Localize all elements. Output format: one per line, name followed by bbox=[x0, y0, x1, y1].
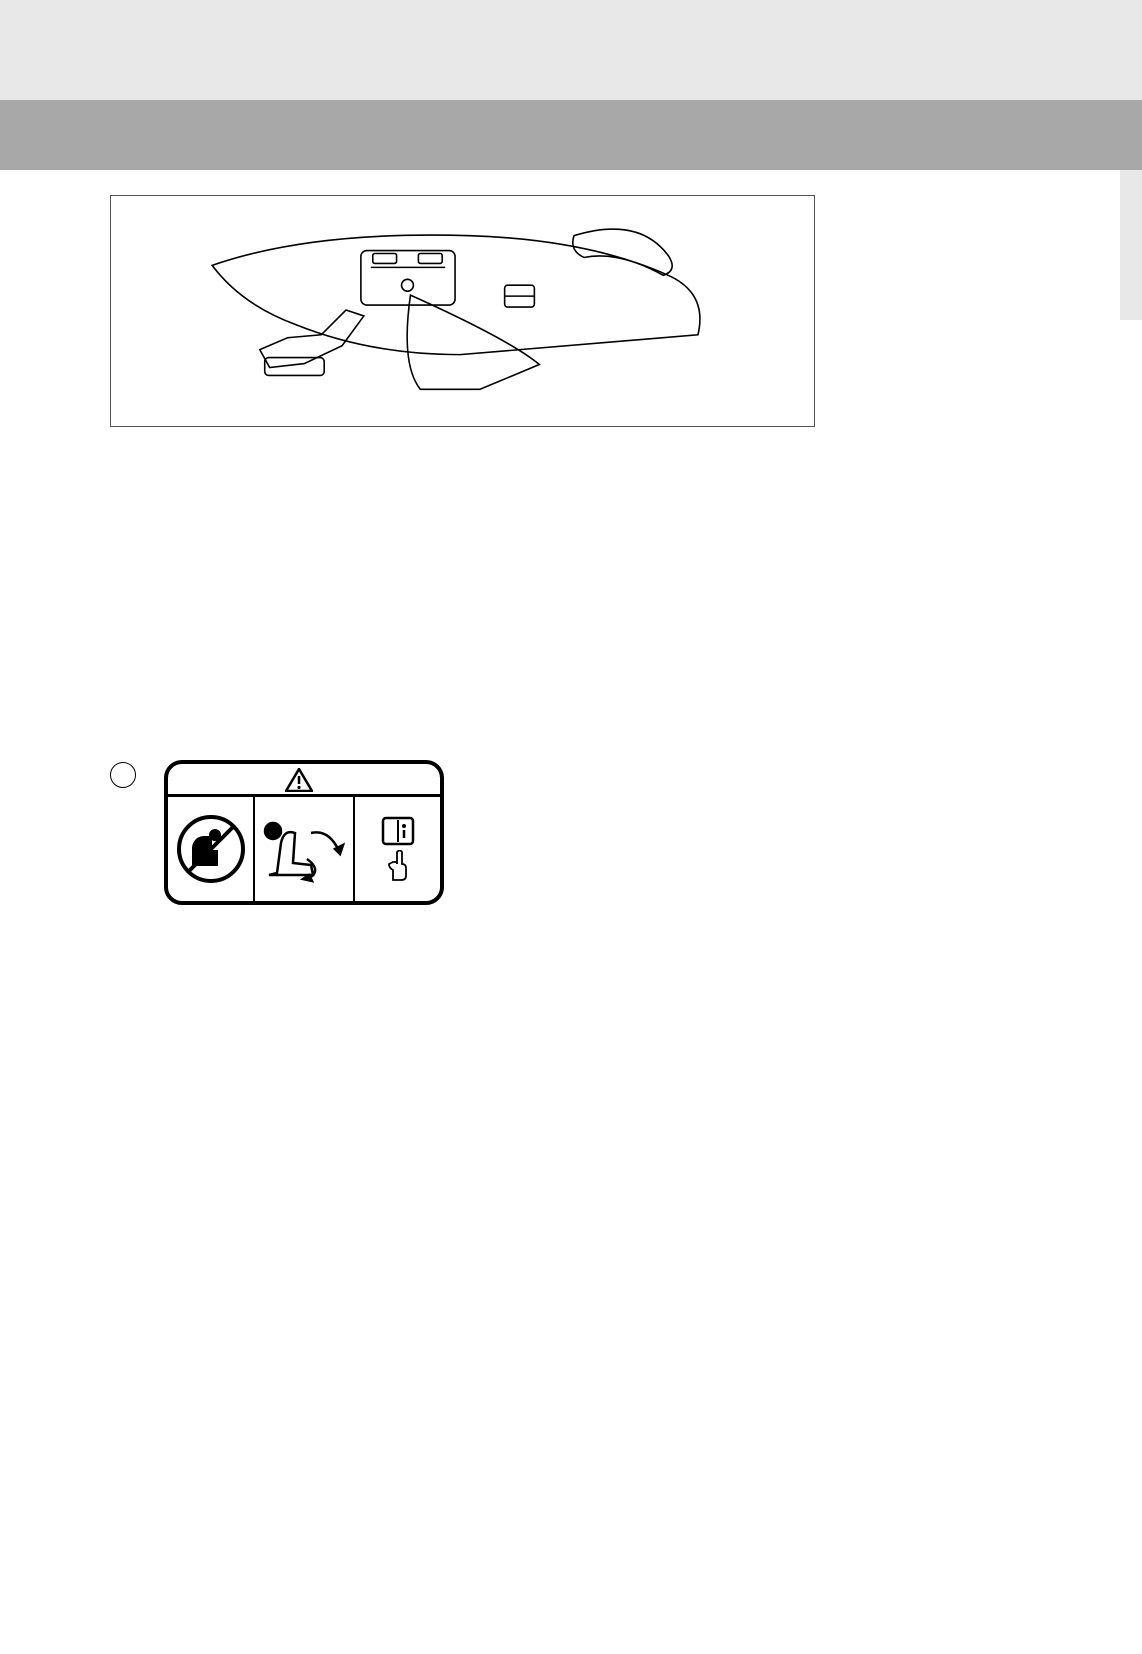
item-number-10 bbox=[110, 762, 136, 788]
ceiling-diagram bbox=[110, 195, 815, 427]
side-strip bbox=[1120, 170, 1142, 320]
airbag-warning-block bbox=[110, 760, 815, 905]
manual-icon bbox=[381, 816, 415, 846]
header-dark-band bbox=[0, 100, 1142, 170]
header-light-band bbox=[0, 0, 1142, 100]
diagram-svg bbox=[111, 196, 814, 426]
airbag-prohibit-icon bbox=[168, 797, 253, 901]
pointing-hand-icon bbox=[385, 850, 411, 882]
warning-triangle-icon bbox=[285, 768, 313, 792]
airbag-warning-label bbox=[164, 760, 444, 905]
airbag-seat-icon bbox=[253, 797, 353, 901]
